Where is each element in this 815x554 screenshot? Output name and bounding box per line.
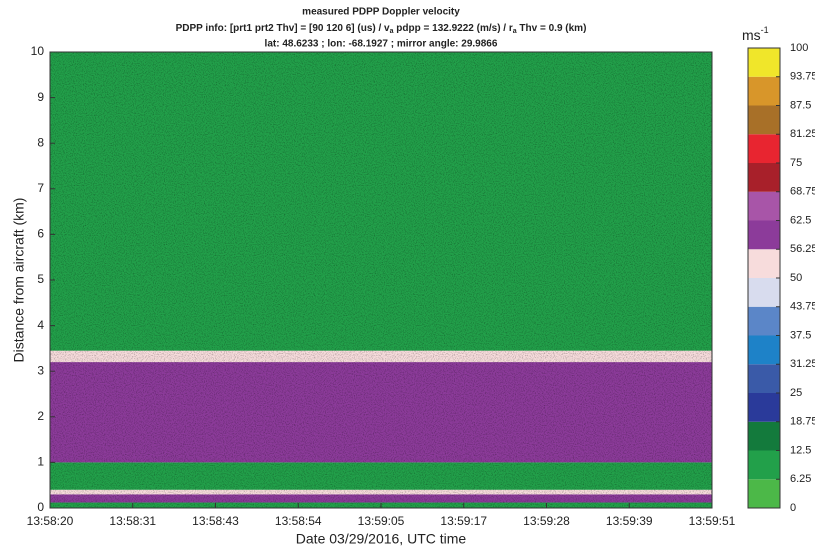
colorbar-tick-label: 68.75 [790, 186, 815, 198]
x-tick-label: 13:59:17 [440, 514, 487, 528]
colorbar-label-part: -1 [761, 25, 769, 35]
y-tick-label: 2 [37, 409, 44, 423]
noise-texture [50, 52, 712, 508]
colorbar-segment [748, 450, 780, 480]
x-tick-label: 13:59:39 [606, 514, 653, 528]
colorbar-tick-label: 0 [790, 502, 796, 514]
colorbar-tick-label: 100 [790, 42, 808, 54]
y-tick-label: 3 [37, 363, 44, 377]
colorbar-segment [748, 479, 780, 508]
y-tick-label: 4 [37, 318, 44, 332]
colorbar-segment [748, 105, 780, 135]
x-tick-label: 13:59:05 [358, 514, 405, 528]
colorbar-segment [748, 48, 780, 77]
y-tick-label: 1 [37, 455, 44, 469]
chart-title: measured PDPP Doppler velocity [302, 7, 460, 18]
colorbar-segment [748, 76, 780, 106]
colorbar-segment [748, 163, 780, 192]
y-tick-label: 7 [37, 181, 44, 195]
y-tick-label: 9 [37, 90, 44, 104]
colorbar-segment [748, 191, 780, 221]
x-tick-label: 13:58:43 [192, 514, 239, 528]
colorbar-label: ms-1 [742, 25, 769, 42]
colorbar-segment [748, 421, 780, 451]
colorbar-segment [748, 364, 780, 393]
colorbar-tick-label: 81.25 [790, 128, 815, 140]
colorbar-segment [748, 393, 780, 422]
y-tick-label: 8 [37, 135, 44, 149]
x-tick-label: 13:58:20 [27, 514, 74, 528]
subtitle-part: a [390, 28, 394, 35]
colorbar-tick-label: 37.5 [790, 329, 811, 341]
colorbar-segment [748, 306, 780, 336]
chart-subtitle: lat: 48.6233 ; lon: -68.1927 ; mirror an… [265, 39, 498, 50]
colorbar-tick-label: 50 [790, 272, 802, 284]
colorbar-segment [748, 335, 780, 365]
x-tick-label: 13:59:28 [523, 514, 570, 528]
x-axis-label: Date 03/29/2016, UTC time [296, 531, 467, 547]
x-tick-label: 13:59:51 [689, 514, 736, 528]
chart-subtitle: PDPP info: [prt1 prt2 Thv] = [90 120 6] … [176, 23, 587, 35]
colorbar-tick-label: 18.75 [790, 416, 815, 428]
colorbar-segment [748, 134, 780, 163]
colorbar-tick-label: 25 [790, 387, 802, 399]
subtitle-part: pdpp = 132.9222 (m/s) / r [394, 23, 513, 34]
subtitle-part: PDPP info: [prt1 prt2 Thv] = [90 120 6] … [176, 23, 390, 34]
colorbar-tick-label: 12.5 [790, 444, 811, 456]
colorbar-tick-label: 6.25 [790, 473, 811, 485]
subtitle-part: Thv = 0.9 (km) [517, 23, 587, 34]
y-tick-label: 5 [37, 272, 44, 286]
colorbar-tick-label: 56.25 [790, 243, 815, 255]
colorbar-tick-label: 75 [790, 157, 802, 169]
colorbar-label-part: ms [742, 27, 761, 43]
colorbar-tick-label: 43.75 [790, 301, 815, 313]
y-tick-label: 6 [37, 227, 44, 241]
colorbar-segment [748, 220, 780, 250]
subtitle-part: a [513, 28, 517, 35]
colorbar-segment [748, 249, 780, 278]
x-tick-label: 13:58:31 [109, 514, 156, 528]
colorbar-tick-label: 87.5 [790, 99, 811, 111]
colorbar-tick-label: 93.75 [790, 71, 815, 83]
colorbar-segment [748, 278, 780, 307]
y-axis-label: Distance from aircraft (km) [11, 198, 27, 363]
colorbar-tick-label: 31.25 [790, 358, 815, 370]
x-tick-label: 13:58:54 [275, 514, 322, 528]
y-tick-label: 10 [31, 44, 45, 58]
y-tick-label: 0 [37, 500, 44, 514]
colorbar-tick-label: 62.5 [790, 214, 811, 226]
